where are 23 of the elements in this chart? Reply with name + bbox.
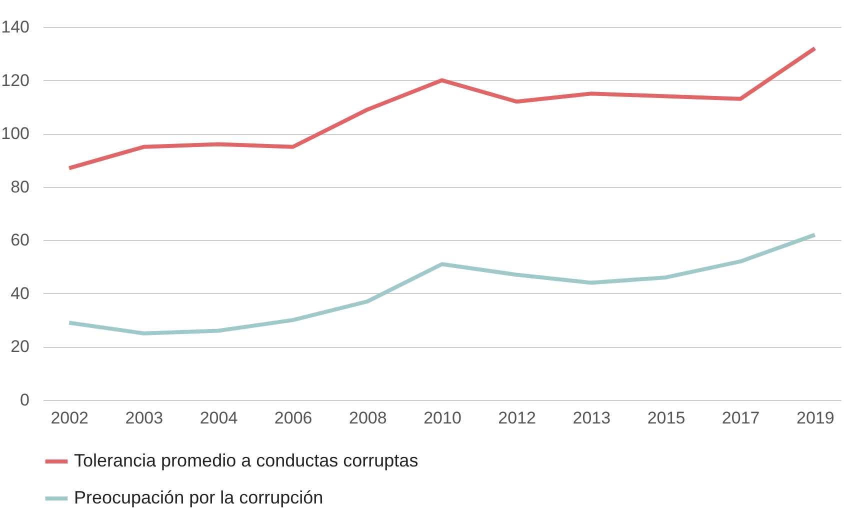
x-tick-label: 2012 xyxy=(498,408,536,428)
line-series xyxy=(67,46,817,170)
x-tick-label: 2002 xyxy=(50,408,89,428)
y-tick-label: 140 xyxy=(1,18,30,36)
x-tick-label: 2019 xyxy=(796,408,834,428)
x-tick-label: 2006 xyxy=(274,408,312,428)
y-tick-label: 0 xyxy=(20,390,30,410)
legend-label: Preocupación por la corrupción xyxy=(74,488,324,508)
x-tick-label: 2015 xyxy=(647,408,686,428)
y-tick-label: 120 xyxy=(1,70,30,90)
y-tick-label: 20 xyxy=(10,337,30,356)
x-tick-label: 2003 xyxy=(125,408,164,428)
y-tick-label: 60 xyxy=(10,230,30,250)
line-series xyxy=(67,232,817,336)
legend-label: Tolerancia promedio a conductas corruptas xyxy=(74,450,418,470)
x-tick-label: 2008 xyxy=(349,408,387,428)
x-tick-label: 2013 xyxy=(572,408,611,428)
y-tick-label: 40 xyxy=(10,284,30,303)
y-tick-label: 80 xyxy=(10,177,30,196)
y-tick-label: 100 xyxy=(1,124,30,144)
x-tick-label: 2004 xyxy=(200,408,238,428)
x-tick-label: 2017 xyxy=(722,408,760,428)
x-tick-label: 2010 xyxy=(424,408,462,428)
